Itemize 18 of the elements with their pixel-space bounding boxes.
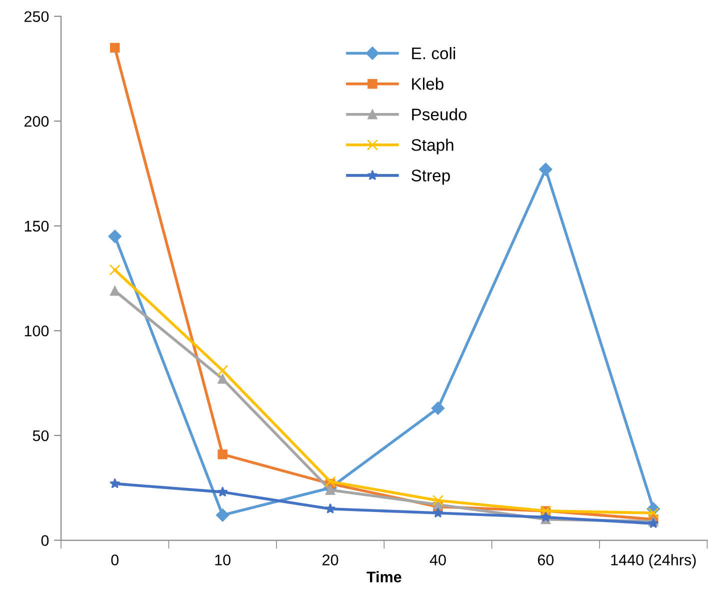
- y-tick-label: 0: [41, 535, 49, 546]
- x-tick-label: 0: [111, 554, 119, 566]
- x-tick-label: 60: [538, 554, 554, 566]
- y-tick-label: 200: [24, 116, 49, 127]
- x-axis-title: Time: [366, 571, 402, 582]
- legend-label: Kleb: [412, 78, 444, 90]
- legend-label: Staph: [412, 138, 454, 154]
- legend-label: Pseudo: [412, 108, 467, 120]
- legend-label: Strep: [412, 170, 450, 185]
- x-tick-label: 20: [322, 554, 338, 566]
- legend-label: E. coli: [412, 47, 456, 60]
- y-tick-label: 100: [24, 326, 49, 336]
- y-tick-label: 150: [24, 220, 49, 232]
- x-tick-label: 1440 (24hrs): [611, 554, 696, 568]
- y-tick-label: 250: [24, 11, 49, 22]
- y-tick-label: 50: [32, 430, 49, 442]
- x-tick-label: 40: [430, 554, 446, 566]
- x-tick-label: 10: [215, 554, 230, 566]
